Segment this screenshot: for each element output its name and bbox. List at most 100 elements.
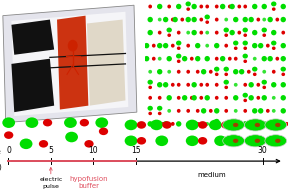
Text: time: time: [0, 149, 2, 155]
Ellipse shape: [228, 5, 232, 9]
Ellipse shape: [95, 117, 108, 128]
Ellipse shape: [256, 83, 260, 87]
Ellipse shape: [167, 33, 171, 37]
Ellipse shape: [239, 69, 245, 74]
Circle shape: [223, 119, 245, 131]
Ellipse shape: [271, 41, 276, 46]
Ellipse shape: [242, 28, 248, 33]
Ellipse shape: [215, 18, 219, 22]
Ellipse shape: [205, 44, 209, 48]
Ellipse shape: [148, 96, 152, 100]
Ellipse shape: [157, 106, 162, 111]
Ellipse shape: [237, 5, 241, 9]
Polygon shape: [3, 5, 137, 123]
Ellipse shape: [186, 31, 190, 35]
Ellipse shape: [243, 33, 247, 37]
Ellipse shape: [281, 67, 286, 72]
Ellipse shape: [223, 67, 229, 72]
Ellipse shape: [215, 31, 219, 35]
Ellipse shape: [158, 112, 162, 115]
Ellipse shape: [171, 83, 175, 87]
Ellipse shape: [177, 109, 181, 113]
Ellipse shape: [221, 121, 230, 129]
Ellipse shape: [196, 122, 200, 126]
Ellipse shape: [177, 83, 181, 87]
Ellipse shape: [224, 109, 228, 113]
Ellipse shape: [158, 31, 162, 35]
Ellipse shape: [252, 108, 257, 114]
Ellipse shape: [209, 109, 213, 113]
Ellipse shape: [137, 137, 146, 145]
Ellipse shape: [154, 121, 159, 127]
Ellipse shape: [275, 123, 281, 127]
Ellipse shape: [68, 40, 78, 52]
Ellipse shape: [157, 69, 162, 74]
Ellipse shape: [199, 31, 203, 35]
Ellipse shape: [281, 95, 286, 101]
Ellipse shape: [176, 54, 181, 59]
Ellipse shape: [252, 67, 257, 72]
Ellipse shape: [270, 138, 278, 143]
Ellipse shape: [242, 93, 248, 98]
Ellipse shape: [186, 44, 190, 48]
Ellipse shape: [204, 95, 210, 101]
Ellipse shape: [144, 43, 149, 48]
Ellipse shape: [220, 56, 226, 61]
Ellipse shape: [198, 137, 207, 145]
Ellipse shape: [256, 18, 260, 22]
Ellipse shape: [147, 80, 153, 85]
Ellipse shape: [242, 41, 248, 46]
Ellipse shape: [262, 4, 267, 9]
Ellipse shape: [234, 57, 238, 61]
Ellipse shape: [157, 82, 162, 88]
Ellipse shape: [223, 80, 229, 85]
Ellipse shape: [185, 2, 191, 6]
Ellipse shape: [233, 95, 238, 101]
Ellipse shape: [148, 70, 152, 74]
Polygon shape: [57, 16, 88, 110]
Ellipse shape: [185, 17, 191, 22]
Ellipse shape: [253, 73, 257, 76]
Ellipse shape: [281, 108, 286, 114]
Ellipse shape: [249, 82, 254, 88]
Ellipse shape: [230, 30, 235, 35]
Ellipse shape: [223, 121, 229, 127]
Ellipse shape: [209, 120, 222, 130]
Ellipse shape: [196, 70, 200, 74]
Ellipse shape: [275, 57, 279, 61]
Polygon shape: [12, 12, 128, 116]
Ellipse shape: [162, 121, 172, 129]
Ellipse shape: [214, 119, 219, 124]
Ellipse shape: [186, 70, 190, 74]
Circle shape: [245, 135, 266, 147]
Ellipse shape: [281, 17, 286, 22]
Ellipse shape: [214, 67, 219, 72]
Ellipse shape: [242, 54, 248, 59]
Ellipse shape: [249, 138, 257, 143]
Ellipse shape: [158, 18, 162, 22]
Ellipse shape: [268, 56, 273, 61]
Ellipse shape: [258, 43, 264, 48]
Text: electric
pulse: electric pulse: [39, 177, 62, 189]
Ellipse shape: [158, 96, 162, 100]
Ellipse shape: [262, 28, 267, 33]
Ellipse shape: [209, 70, 213, 74]
Ellipse shape: [171, 44, 175, 48]
Ellipse shape: [262, 121, 267, 127]
Ellipse shape: [233, 17, 238, 22]
Ellipse shape: [275, 18, 279, 22]
Ellipse shape: [272, 46, 276, 50]
Ellipse shape: [39, 140, 48, 148]
Ellipse shape: [148, 5, 152, 9]
Ellipse shape: [205, 5, 209, 9]
Ellipse shape: [271, 82, 276, 88]
Ellipse shape: [192, 30, 197, 35]
Ellipse shape: [262, 80, 267, 85]
Ellipse shape: [182, 95, 187, 101]
Ellipse shape: [224, 33, 228, 37]
Ellipse shape: [176, 121, 181, 127]
Ellipse shape: [177, 60, 181, 63]
Ellipse shape: [199, 5, 203, 9]
Ellipse shape: [262, 95, 267, 101]
Ellipse shape: [173, 17, 178, 22]
